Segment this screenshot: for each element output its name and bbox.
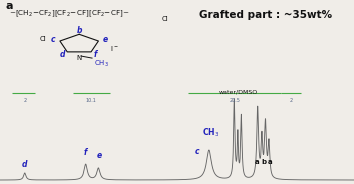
Text: N: N bbox=[76, 55, 82, 61]
Text: Cl: Cl bbox=[162, 16, 169, 22]
Text: f: f bbox=[94, 50, 97, 59]
Text: Cl: Cl bbox=[40, 36, 47, 42]
Text: c: c bbox=[194, 147, 199, 156]
Text: I$^-$: I$^-$ bbox=[109, 44, 118, 53]
Text: CH$_3$: CH$_3$ bbox=[94, 59, 109, 69]
Text: d: d bbox=[22, 160, 28, 169]
Text: 10.1: 10.1 bbox=[86, 98, 97, 103]
Text: b: b bbox=[76, 26, 82, 35]
Text: b: b bbox=[261, 159, 266, 165]
Text: e: e bbox=[97, 151, 102, 160]
Text: a: a bbox=[254, 159, 259, 165]
Text: a: a bbox=[268, 159, 273, 165]
Text: 20.5: 20.5 bbox=[229, 98, 240, 103]
Text: Grafted part : ~35wt%: Grafted part : ~35wt% bbox=[199, 10, 332, 20]
Text: e: e bbox=[103, 35, 108, 44]
Text: f: f bbox=[84, 148, 87, 157]
Text: water/DMSO: water/DMSO bbox=[219, 90, 258, 95]
Text: c: c bbox=[51, 35, 55, 44]
Text: a: a bbox=[6, 1, 13, 11]
Text: d: d bbox=[60, 50, 66, 59]
Text: 2: 2 bbox=[23, 98, 26, 103]
Text: 2: 2 bbox=[290, 98, 293, 103]
Text: ~$\mathsf{[CH_2\!-\!CF_2][CF_2\!-\!CF][CF_2\!-\!CF]}$~: ~$\mathsf{[CH_2\!-\!CF_2][CF_2\!-\!CF][C… bbox=[9, 9, 130, 19]
Text: CH$_3$: CH$_3$ bbox=[202, 127, 219, 139]
